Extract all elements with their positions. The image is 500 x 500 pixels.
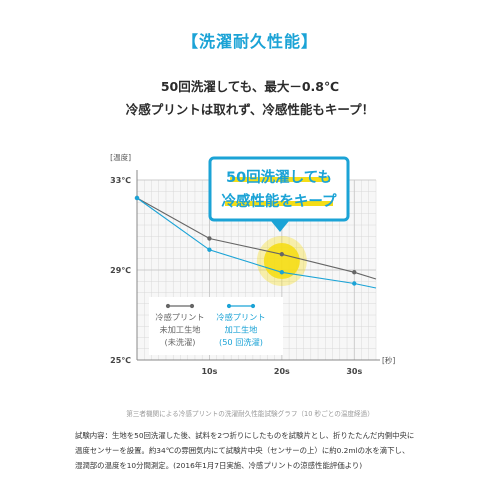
y-axis-label: [温度] <box>110 152 131 162</box>
legend-swatch-dot-washed <box>250 303 256 309</box>
legend-label-washed: (50 回洗濯) <box>219 337 263 347</box>
y-tick-label: 29℃ <box>110 266 131 275</box>
legend-label-washed: 冷感プリント <box>216 312 265 322</box>
callout-underline <box>230 177 330 182</box>
callout-line-1: 50回洗濯しても <box>226 168 332 186</box>
test-note-line: 温度センサーを設置。約34℃の雰囲気内にて試験片中央（センサーの上）に約0.2m… <box>75 446 410 455</box>
test-note-line: 湿潤部の温度を10分間測定。(2016年1月7日実施、冷感プリントの涼感性能評価… <box>75 461 363 470</box>
lead-line-2: 冷感プリントは取れず、冷感性能もキープ！ <box>125 102 375 117</box>
legend-label-untreated: 未加工生地 <box>160 325 201 335</box>
legend-label-untreated: (未洗濯) <box>165 337 196 347</box>
data-point-untreated <box>279 252 285 257</box>
legend-swatch-dot-washed <box>226 303 232 309</box>
callout-underline <box>225 201 333 206</box>
legend-label-washed: 加工生地 <box>225 325 258 335</box>
data-point-untreated <box>207 236 212 241</box>
data-point-washed <box>352 281 357 286</box>
x-axis-label: [秒] <box>382 355 395 365</box>
data-point-washed <box>207 247 212 252</box>
x-tick-label: 10s <box>201 367 217 376</box>
data-point-untreated <box>352 270 357 275</box>
callout-pointer <box>269 218 291 232</box>
callout-box <box>208 156 350 222</box>
legend-swatch-dot-untreated <box>165 303 171 309</box>
test-note-line: 試験内容：生地を50回洗濯した後、試料を2つ折りにしたものを試験片とし、折りたた… <box>75 431 415 440</box>
data-point-washed <box>279 270 285 275</box>
callout-line-2: 冷感性能をキープ <box>221 192 337 210</box>
x-tick-label: 30s <box>346 367 362 376</box>
section-heading: 【洗濯耐久性能】 <box>181 32 318 51</box>
x-tick-label: 20s <box>274 367 290 376</box>
legend-label-untreated: 冷感プリント <box>155 312 204 322</box>
chart-caption: 第三者機関による冷感プリントの洗濯耐久性能試験グラフ（10 秒ごとの温度経過） <box>126 410 374 418</box>
legend-swatch-dot-untreated <box>189 303 195 309</box>
lead-line-1: 50回洗濯しても、最大－0.8℃ <box>160 79 340 94</box>
legend-box <box>149 297 283 355</box>
y-tick-label: 33℃ <box>110 176 131 185</box>
y-tick-label: 25℃ <box>110 356 131 365</box>
data-point-washed <box>134 195 140 201</box>
test-notes: 試験内容：生地を50回洗濯した後、試料を2つ折りにしたものを試験片とし、折りたた… <box>75 428 435 473</box>
